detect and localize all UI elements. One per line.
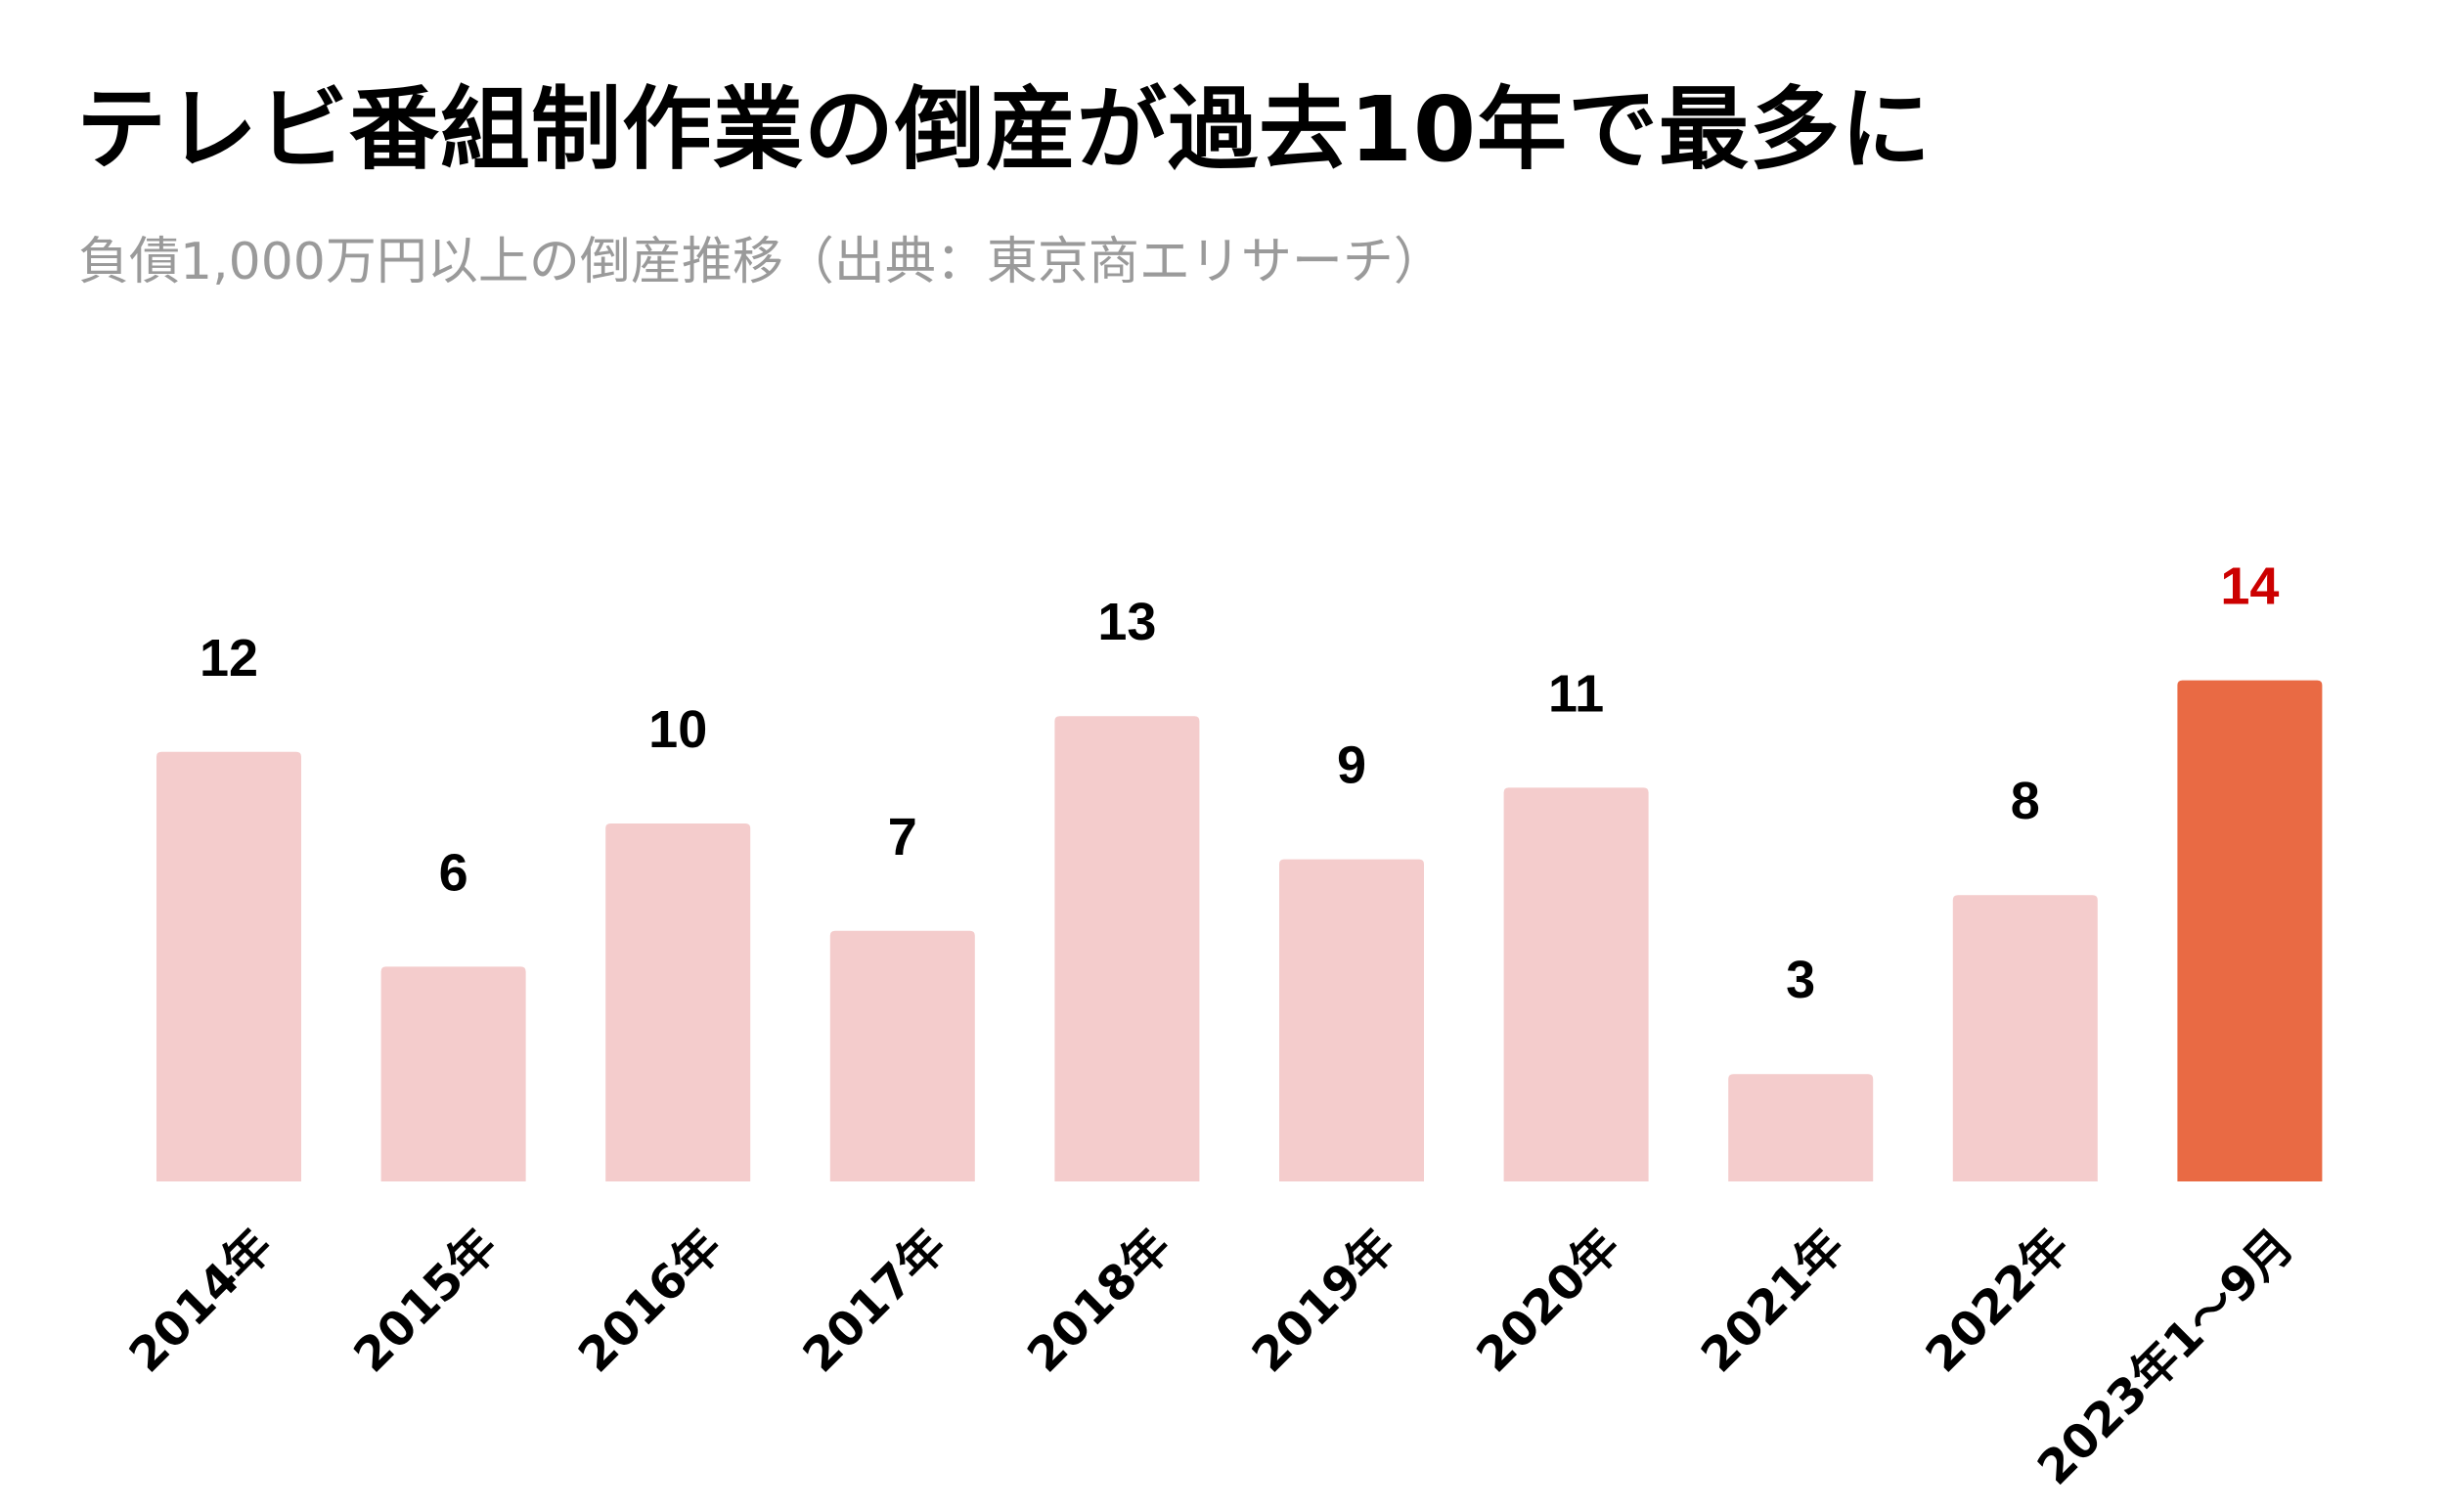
bar-value-label: 3 <box>1786 951 1815 1009</box>
bar <box>1503 787 1649 1181</box>
x-tick-label: 2017年 <box>792 1219 956 1383</box>
bar <box>156 751 301 1181</box>
bar-value-label: 8 <box>2011 772 2040 830</box>
bar-value-label: 6 <box>439 843 468 902</box>
x-tick-label: 2018年 <box>1017 1219 1181 1383</box>
value-labels-layer: 12 6 10 7 13 9 11 3 8 14 <box>200 557 2279 1010</box>
bar-value-label: 14 <box>2220 557 2279 616</box>
x-tick-label: 2019年 <box>1242 1219 1406 1383</box>
x-tick-label: 2021年 <box>1691 1219 1855 1383</box>
x-tick-label: 2015年 <box>343 1219 508 1383</box>
x-tick-label: 2014年 <box>119 1219 284 1383</box>
bar <box>2177 680 2323 1181</box>
bar-value-label: 9 <box>1337 736 1366 795</box>
x-tick-label: 2022年 <box>1915 1219 2079 1383</box>
bars-layer <box>156 680 2323 1181</box>
bar <box>829 930 975 1181</box>
bar <box>380 966 526 1181</box>
bar <box>1728 1074 1874 1181</box>
bar <box>1054 716 1200 1181</box>
tick-labels-layer: 2014年 2015年 2016年 2017年 2018年 2019年 2020年 2021年… <box>119 1219 2304 1495</box>
bar-value-label: 12 <box>200 629 258 688</box>
bar <box>1952 895 2098 1181</box>
x-tick-label: 2016年 <box>568 1219 733 1383</box>
page-subtitle: 負債1,000万円以上の倒産推移（出典：東京商エリサーチ） <box>78 233 1445 291</box>
x-tick-label: 2020年 <box>1466 1219 1630 1383</box>
bar-value-label: 10 <box>648 700 707 759</box>
page-title: テレビ番組制作業の倒産が過去10年で最多に <box>76 77 1933 182</box>
bar <box>1279 859 1424 1181</box>
bar-value-label: 11 <box>1548 664 1604 723</box>
bar <box>605 823 751 1181</box>
bar-value-label: 7 <box>888 808 917 867</box>
bar-value-label: 13 <box>1097 593 1156 651</box>
